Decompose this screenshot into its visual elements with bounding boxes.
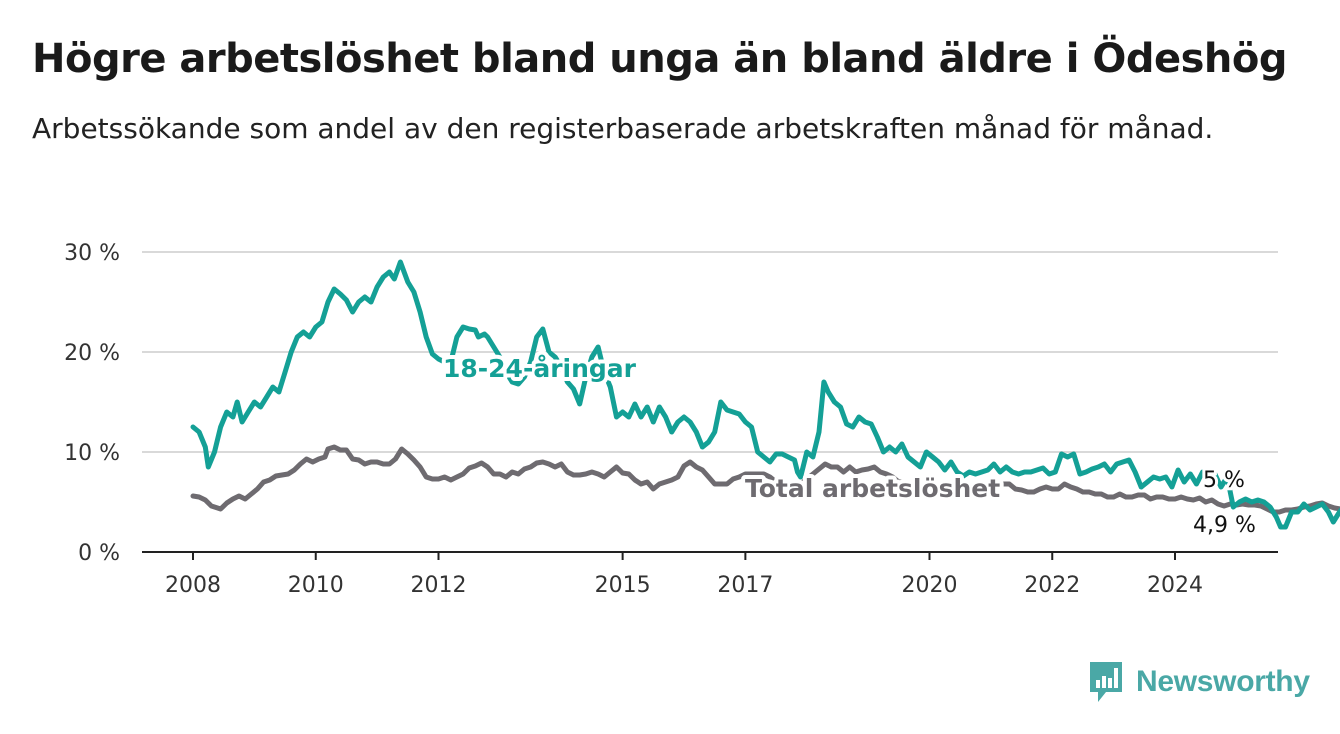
youth-series-line (190, 259, 1340, 530)
youth-end-value: 5 % (1203, 468, 1245, 493)
brand-name: Newsworthy (1136, 665, 1310, 698)
total-series-label: Total arbetslöshet (745, 474, 1000, 503)
y-tick-label: 10 % (64, 441, 120, 466)
youth-series-label: 18-24-åringar (443, 354, 637, 383)
y-axis: 0 % 10 % 20 % 30 % (64, 241, 120, 566)
series-labels: 18-24-åringar Total arbetslöshet 5 % 4,9 % (439, 350, 1259, 541)
gridlines (142, 251, 1278, 453)
x-tick-label: 2015 (595, 573, 651, 598)
x-tick-label: 2012 (411, 573, 467, 598)
chart-subtitle: Arbetssökande som andel av den registerb… (32, 112, 1214, 145)
total-series-line (190, 444, 1340, 515)
newsworthy-logo-icon (1090, 662, 1122, 702)
series-lines (190, 259, 1340, 530)
total-end-value: 4,9 % (1193, 513, 1256, 538)
y-tick-label: 30 % (64, 241, 120, 266)
x-axis: 2008 2010 2012 2015 2017 2020 2022 2024 (142, 551, 1278, 598)
x-tick-label: 2008 (165, 573, 221, 598)
x-tick-label: 2020 (902, 573, 958, 598)
x-tick-label: 2022 (1024, 573, 1080, 598)
newsworthy-brand: Newsworthy (1088, 660, 1310, 704)
x-tick-label: 2017 (717, 573, 773, 598)
y-tick-label: 0 % (78, 541, 120, 566)
chart-title: Högre arbetslöshet bland unga än bland ä… (32, 36, 1288, 82)
y-tick-label: 20 % (64, 341, 120, 366)
x-tick-label: 2010 (288, 573, 344, 598)
x-tick-label: 2024 (1147, 573, 1203, 598)
